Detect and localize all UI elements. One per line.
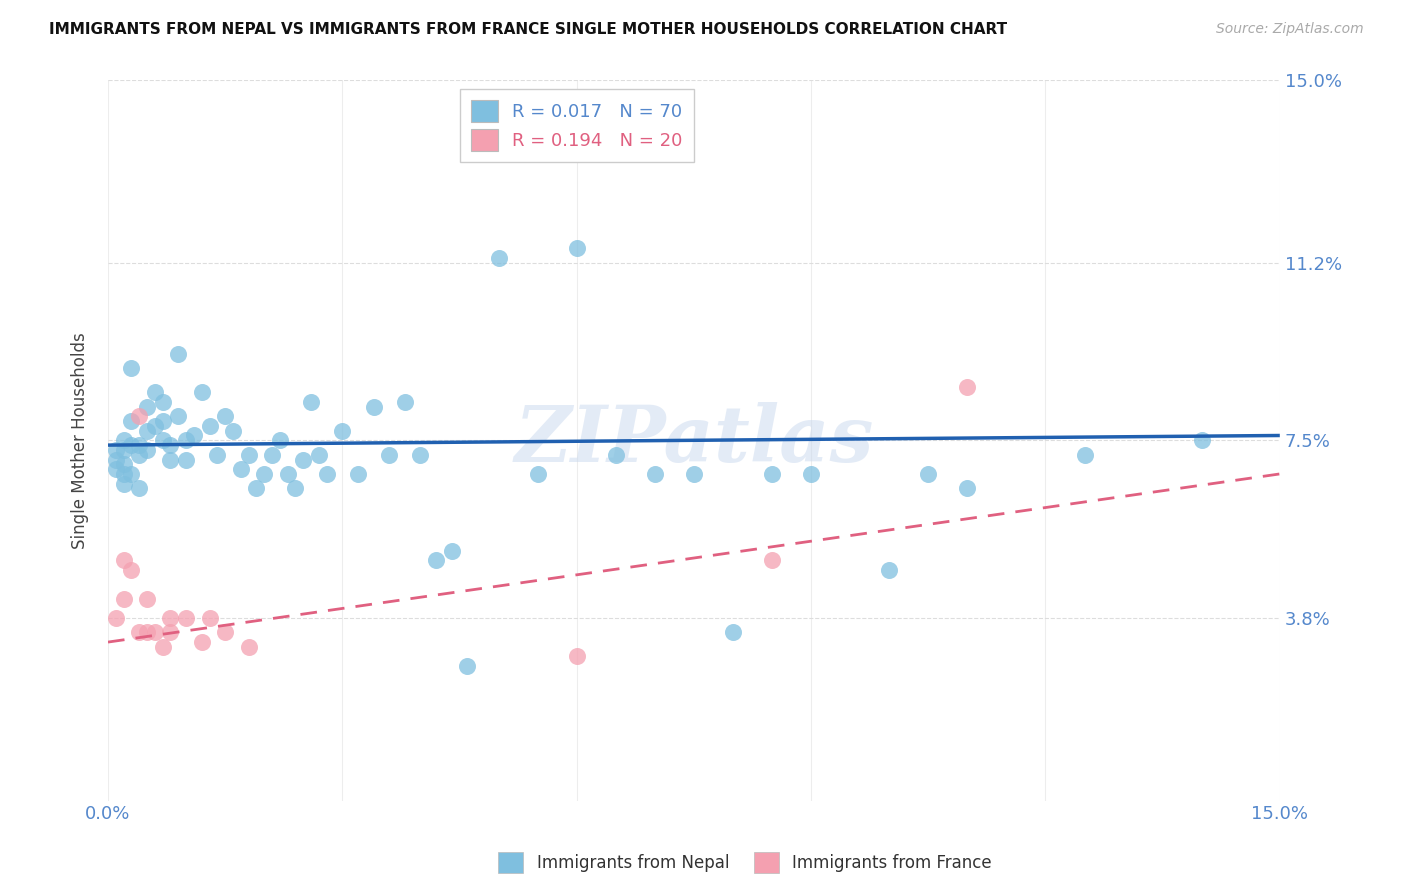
Point — [152, 414, 174, 428]
Point — [917, 467, 939, 481]
Point — [363, 400, 385, 414]
Point — [308, 448, 330, 462]
Point — [761, 553, 783, 567]
Point — [347, 467, 370, 481]
Point — [245, 481, 267, 495]
Point — [565, 241, 588, 255]
Point — [112, 442, 135, 457]
Point — [238, 448, 260, 462]
Point — [292, 452, 315, 467]
Point — [190, 385, 212, 400]
Point — [174, 611, 197, 625]
Legend: R = 0.017   N = 70, R = 0.194   N = 20: R = 0.017 N = 70, R = 0.194 N = 20 — [460, 89, 693, 162]
Point — [190, 635, 212, 649]
Point — [136, 400, 159, 414]
Point — [330, 424, 353, 438]
Point — [152, 640, 174, 654]
Point — [488, 251, 510, 265]
Text: Source: ZipAtlas.com: Source: ZipAtlas.com — [1216, 22, 1364, 37]
Point — [128, 625, 150, 640]
Point — [159, 452, 181, 467]
Point — [425, 553, 447, 567]
Point — [104, 611, 127, 625]
Point — [128, 409, 150, 424]
Point — [136, 442, 159, 457]
Point — [112, 467, 135, 481]
Point — [128, 481, 150, 495]
Point — [120, 563, 142, 577]
Point — [956, 380, 979, 394]
Point — [440, 543, 463, 558]
Point — [143, 625, 166, 640]
Point — [207, 448, 229, 462]
Point — [605, 448, 627, 462]
Point — [143, 418, 166, 433]
Y-axis label: Single Mother Households: Single Mother Households — [72, 332, 89, 549]
Point — [956, 481, 979, 495]
Point — [104, 462, 127, 476]
Point — [721, 625, 744, 640]
Point — [277, 467, 299, 481]
Point — [378, 448, 401, 462]
Point — [120, 467, 142, 481]
Point — [315, 467, 337, 481]
Point — [260, 448, 283, 462]
Point — [120, 361, 142, 376]
Point — [159, 438, 181, 452]
Point — [1073, 448, 1095, 462]
Point — [183, 428, 205, 442]
Point — [238, 640, 260, 654]
Text: IMMIGRANTS FROM NEPAL VS IMMIGRANTS FROM FRANCE SINGLE MOTHER HOUSEHOLDS CORRELA: IMMIGRANTS FROM NEPAL VS IMMIGRANTS FROM… — [49, 22, 1007, 37]
Point — [112, 553, 135, 567]
Point — [269, 434, 291, 448]
Point — [174, 452, 197, 467]
Point — [120, 438, 142, 452]
Point — [222, 424, 245, 438]
Point — [128, 438, 150, 452]
Point — [456, 659, 478, 673]
Point — [800, 467, 823, 481]
Point — [159, 625, 181, 640]
Point — [683, 467, 706, 481]
Point — [214, 625, 236, 640]
Point — [644, 467, 666, 481]
Point — [526, 467, 548, 481]
Point — [112, 591, 135, 606]
Point — [565, 649, 588, 664]
Point — [214, 409, 236, 424]
Point — [128, 448, 150, 462]
Point — [284, 481, 307, 495]
Point — [143, 385, 166, 400]
Point — [877, 563, 900, 577]
Point — [253, 467, 276, 481]
Point — [120, 414, 142, 428]
Point — [1191, 434, 1213, 448]
Legend: Immigrants from Nepal, Immigrants from France: Immigrants from Nepal, Immigrants from F… — [492, 846, 998, 880]
Point — [112, 458, 135, 472]
Point — [152, 434, 174, 448]
Point — [112, 434, 135, 448]
Point — [394, 395, 416, 409]
Point — [761, 467, 783, 481]
Point — [112, 476, 135, 491]
Point — [136, 424, 159, 438]
Point — [104, 452, 127, 467]
Point — [159, 611, 181, 625]
Point — [136, 625, 159, 640]
Point — [136, 591, 159, 606]
Point — [198, 418, 221, 433]
Point — [104, 442, 127, 457]
Point — [152, 395, 174, 409]
Point — [174, 434, 197, 448]
Text: ZIPatlas: ZIPatlas — [515, 402, 873, 478]
Point — [167, 347, 190, 361]
Point — [409, 448, 432, 462]
Point — [229, 462, 252, 476]
Point — [167, 409, 190, 424]
Point — [299, 395, 322, 409]
Point — [198, 611, 221, 625]
